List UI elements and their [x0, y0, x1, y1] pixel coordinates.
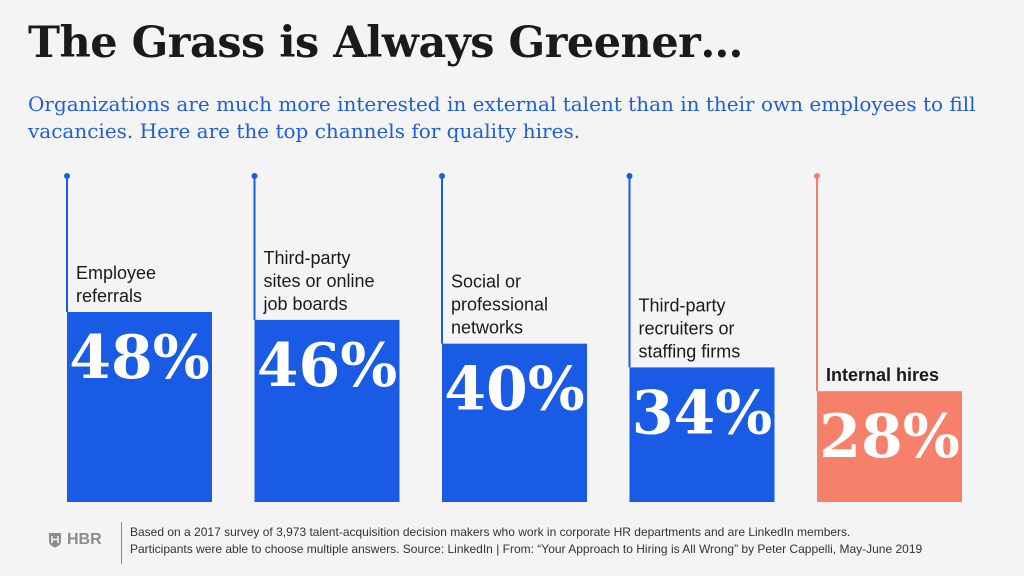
leader-dot: [64, 173, 70, 179]
chart-title: The Grass is Always Greener…: [28, 18, 743, 68]
category-label: professional: [451, 295, 548, 315]
hbr-logo: HBR: [48, 531, 102, 549]
value-label: 48%: [69, 323, 210, 393]
bar: [442, 343, 587, 502]
category-label: networks: [451, 318, 523, 338]
value-label: 40%: [444, 355, 585, 425]
category-label: Third-party: [264, 248, 351, 268]
bar: [817, 391, 962, 502]
category-label: recruiters or: [639, 318, 735, 338]
category-label: sites or online: [264, 271, 375, 291]
logo-text: HBR: [67, 531, 102, 548]
category-label: Internal hires: [826, 365, 939, 385]
bar: [629, 367, 775, 502]
leader-dot: [814, 173, 820, 179]
category-label: Employee: [76, 263, 156, 283]
category-label: Third-party: [639, 295, 726, 315]
footer-note-line-2: Participants were able to choose multipl…: [130, 542, 923, 556]
leader-dot: [251, 173, 258, 179]
value-label: 34%: [632, 378, 773, 448]
shield-icon: [49, 533, 61, 548]
footer-note: Based on a 2017 survey of 3,973 talent-a…: [130, 524, 1020, 558]
footer-note-line-1: Based on a 2017 survey of 3,973 talent-a…: [130, 525, 851, 539]
bar: [67, 312, 212, 502]
category-label: Social or: [451, 272, 521, 292]
leader-dot: [626, 173, 633, 179]
value-label: 46%: [257, 331, 398, 401]
category-label: referrals: [76, 286, 142, 306]
category-label: job boards: [263, 294, 348, 314]
value-label: 28%: [819, 402, 960, 472]
category-label: staffing firms: [639, 341, 741, 361]
chart-subtitle: Organizations are much more interested i…: [28, 92, 976, 143]
footer-divider: [121, 522, 122, 564]
leader-dot: [439, 173, 445, 179]
bar: [254, 319, 400, 502]
